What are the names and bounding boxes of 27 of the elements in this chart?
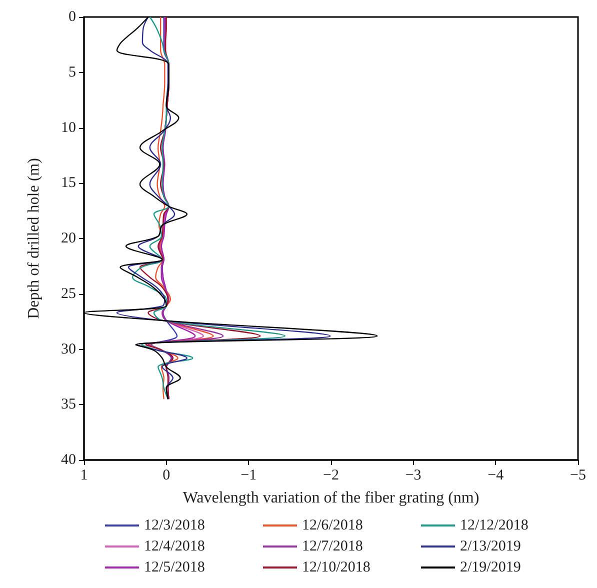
y-tick-label: 15 [61,175,76,192]
legend-label: 12/7/2018 [302,538,363,554]
x-tick-label: 0 [162,468,170,484]
legend-label: 12/3/2018 [144,518,205,534]
y-axis-title: Depth of drilled hole (m) [26,158,42,319]
x-axis-title: Wavelength variation of the fiber grating (nm) [182,490,480,506]
x-tick-label: −4 [488,468,504,484]
x-tick-label: −5 [570,468,586,484]
legend-label: 2/13/2019 [460,538,521,554]
legend-label: 12/4/2018 [144,538,205,554]
legend-label: 12/10/2018 [302,560,370,576]
x-tick-label: −3 [405,468,422,484]
legend-label: 12/5/2018 [144,560,205,576]
y-tick-label: 30 [61,341,76,358]
y-tick-label: 35 [61,396,76,413]
x-tick-label: −2 [323,468,339,484]
legend-label: 12/12/2018 [460,518,528,534]
y-tick-label: 25 [61,286,76,302]
legend-label: 12/6/2018 [302,518,363,534]
x-tick-label: −1 [240,468,257,484]
y-tick-label: 0 [68,9,76,25]
y-tick-label: 5 [68,64,76,80]
y-tick-label: 40 [61,452,76,468]
y-tick-label: 10 [61,120,76,136]
legend-label: 2/19/2019 [460,560,521,576]
y-tick-label: 20 [61,230,76,246]
x-tick-label: 1 [80,468,88,484]
